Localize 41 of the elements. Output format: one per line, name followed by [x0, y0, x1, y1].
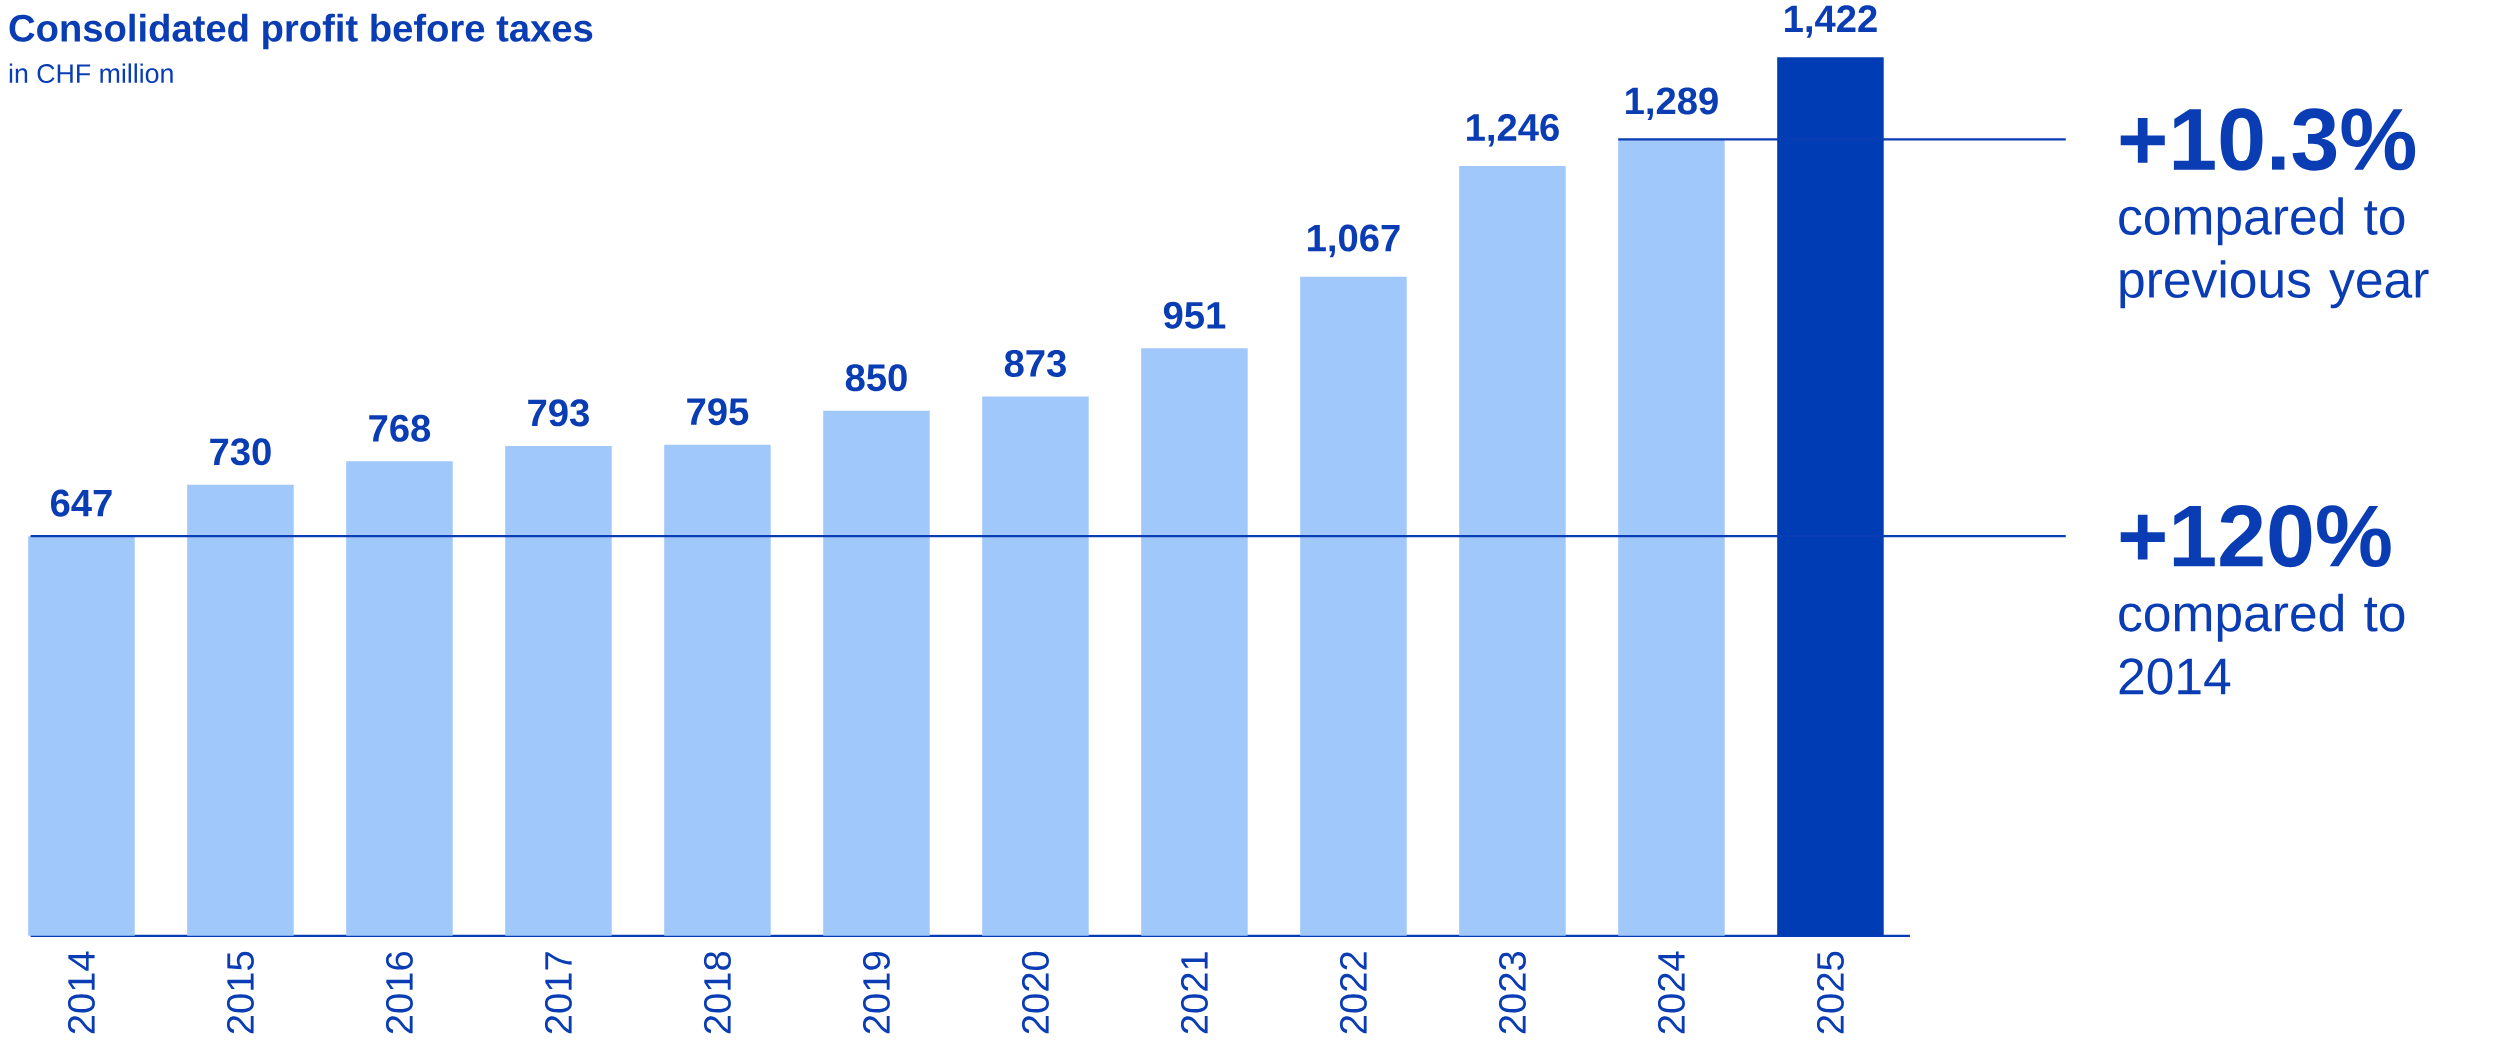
x-tick-label: 2025 — [1816, 951, 1844, 1034]
x-tick-label: 2015 — [226, 951, 254, 1034]
data-label: 730 — [210, 438, 271, 466]
text: +10.3% — [2120, 108, 2416, 171]
x-tick-label: 2024 — [1657, 951, 1685, 1034]
chart-subtitle: in CHF million — [9, 63, 173, 84]
bar — [505, 445, 612, 936]
x-tick-label: 2018 — [703, 951, 731, 1034]
bar — [823, 410, 930, 936]
data-label: 951 — [1163, 301, 1226, 329]
bar — [1618, 139, 1725, 936]
bar — [982, 396, 1089, 936]
x-tick-label: 2021 — [1180, 952, 1208, 1034]
data-label: 1,067 — [1308, 224, 1400, 258]
x-tick-label: 2022 — [1339, 952, 1367, 1034]
data-label: 793 — [528, 399, 589, 427]
data-label: 1,289 — [1626, 87, 1718, 120]
bar — [346, 461, 453, 936]
text: compared to previous year — [2119, 197, 2429, 309]
bar — [1459, 166, 1566, 936]
data-label: 1,422 — [1785, 5, 1877, 38]
bar — [28, 536, 135, 936]
bar — [1300, 276, 1407, 936]
bar — [1141, 348, 1248, 936]
x-tick-label: 2020 — [1021, 951, 1049, 1034]
x-tick-label: 2014 — [67, 951, 95, 1034]
x-tick-label: 2019 — [862, 952, 890, 1034]
bar — [664, 444, 771, 936]
x-tick-label: 2016 — [385, 951, 413, 1034]
x-tick-label: 2017 — [544, 952, 572, 1034]
chart-title: Consolidated profit before taxes — [9, 13, 593, 50]
text: +120% — [2120, 505, 2391, 568]
data-label: 795 — [687, 398, 749, 426]
text: compared to 2014 — [2119, 593, 2405, 695]
data-label: 647 — [50, 489, 112, 517]
data-label: 850 — [845, 364, 907, 392]
data-label: 873 — [1004, 349, 1066, 377]
data-label: 768 — [369, 414, 431, 442]
x-tick-label: 2023 — [1498, 951, 1526, 1034]
data-label: 1,246 — [1467, 113, 1559, 147]
bar — [187, 484, 294, 936]
